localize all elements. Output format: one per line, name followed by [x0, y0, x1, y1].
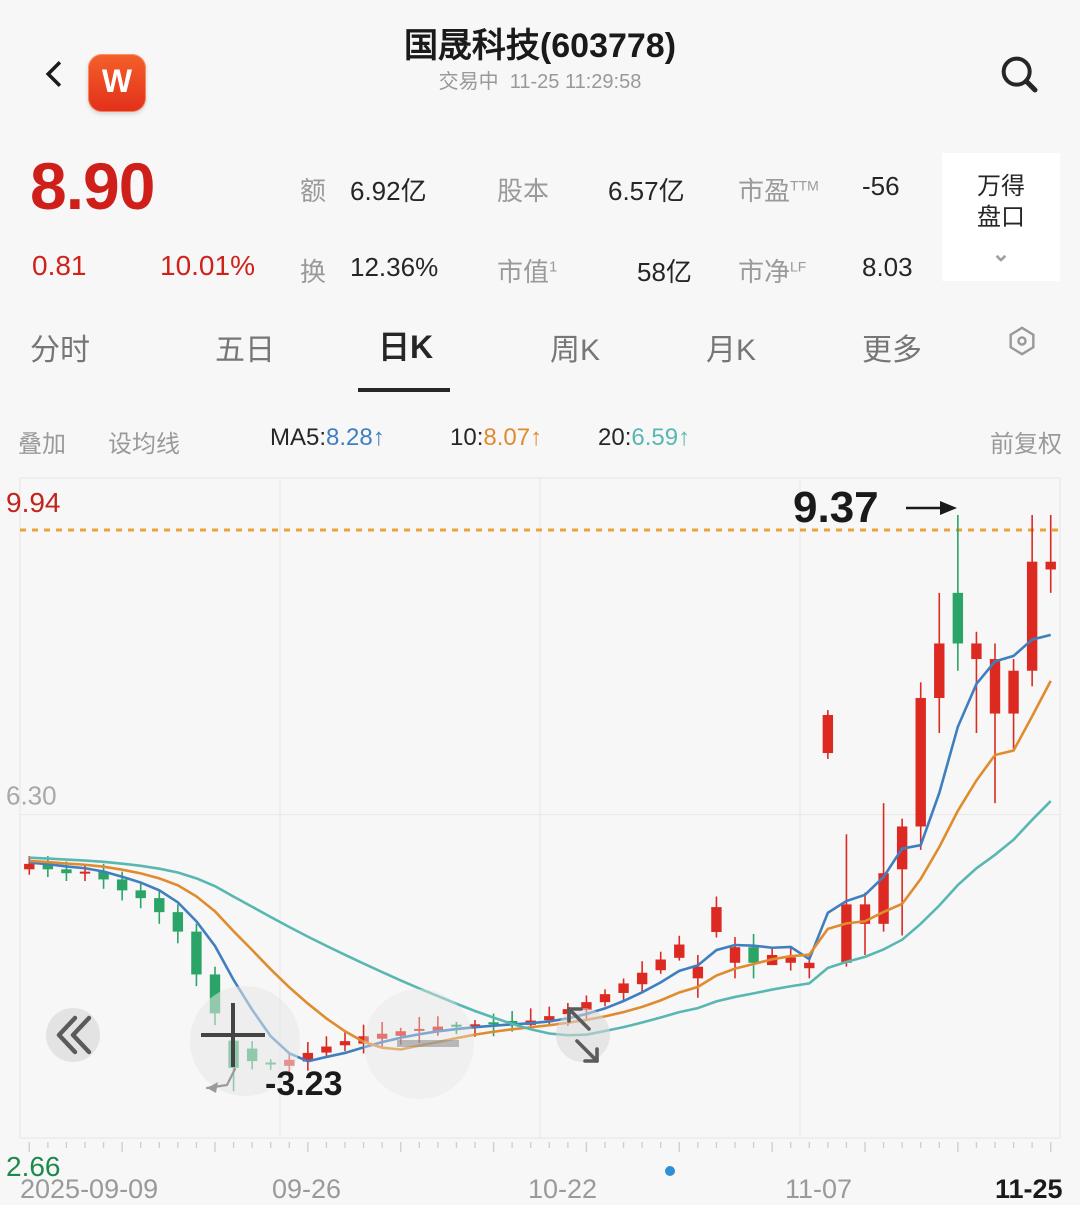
- svg-text:6.30: 6.30: [6, 781, 57, 811]
- svg-text:9.94: 9.94: [6, 487, 61, 518]
- svg-text:10-22: 10-22: [528, 1174, 597, 1204]
- svg-text:09-26: 09-26: [272, 1174, 341, 1204]
- svg-text:11-25: 11-25: [995, 1174, 1063, 1204]
- svg-text:-3.23: -3.23: [265, 1065, 343, 1103]
- svg-text:11-07: 11-07: [785, 1174, 852, 1204]
- svg-text:9.37: 9.37: [793, 483, 879, 532]
- svg-text:2025-09-09: 2025-09-09: [20, 1174, 158, 1204]
